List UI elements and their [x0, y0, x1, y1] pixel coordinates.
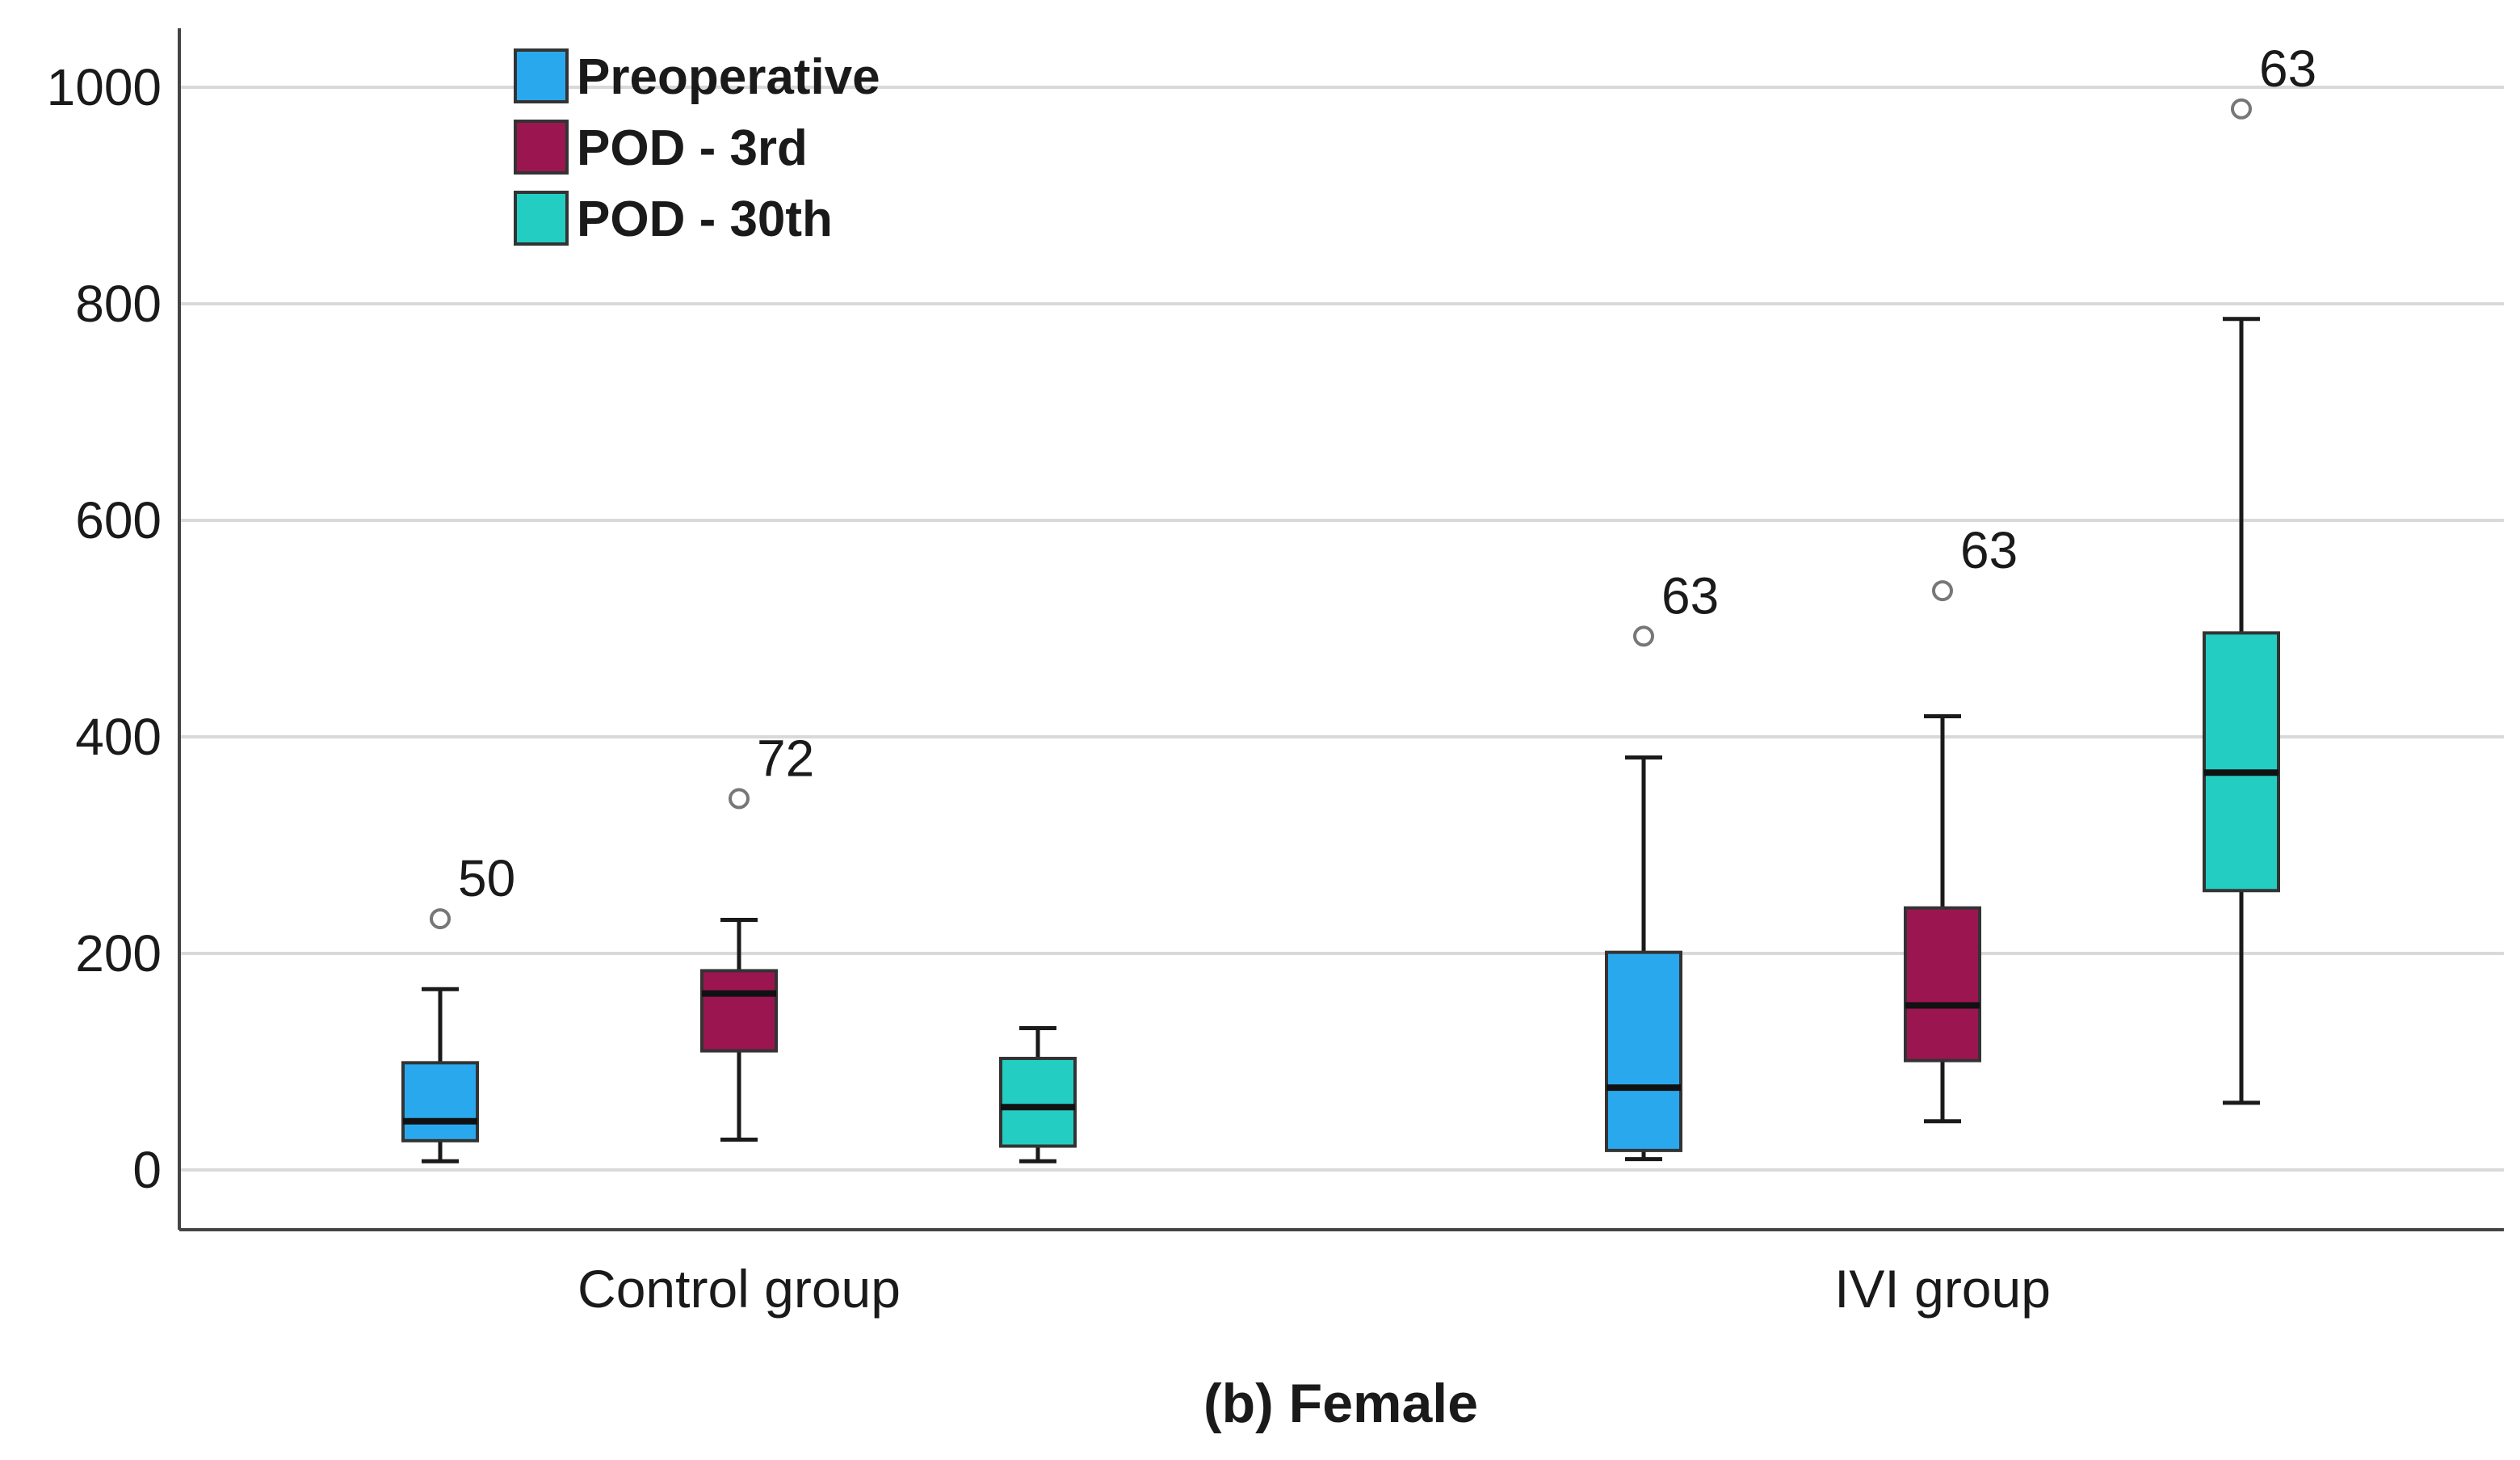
gridlines: [179, 86, 2504, 1172]
outlier-point: [1932, 580, 1953, 602]
legend: Preoperative POD - 3rd POD - 30th: [514, 48, 880, 247]
box-pod-3rd-ivi: 63: [1904, 521, 2018, 1124]
legend-label: POD - 3rd: [577, 120, 808, 176]
outlier-point: [430, 908, 451, 930]
box-pod-30th-control: [999, 1025, 1077, 1163]
outlier-label: 72: [757, 729, 814, 787]
y-tick-labels: 0 200 400 600 800 1000: [47, 58, 162, 1199]
box-iqr: [401, 1061, 479, 1142]
legend-label: POD - 30th: [577, 191, 833, 247]
box-preoperative-control: 50: [401, 849, 515, 1163]
legend-item: Preoperative: [514, 48, 880, 105]
outlier-point: [729, 788, 750, 810]
x-category-label: IVI group: [1834, 1259, 2051, 1319]
x-category-label: Control group: [578, 1259, 901, 1319]
y-tick-label: 400: [75, 708, 162, 766]
outlier-point: [1633, 625, 1654, 647]
outlier-point: [2231, 98, 2252, 120]
y-tick-label: 1000: [47, 58, 162, 116]
axes: [178, 28, 2504, 1231]
box-iqr: [1605, 950, 1682, 1152]
x-category-labels: Control group IVI group: [578, 1259, 2051, 1319]
y-tick-label: 600: [75, 491, 162, 549]
box-iqr: [1904, 906, 1981, 1062]
y-tick-label: 0: [132, 1141, 162, 1199]
legend-label: Preoperative: [577, 49, 880, 105]
outlier-label: 63: [1960, 521, 2018, 579]
box-pod-3rd-control: 72: [700, 729, 814, 1142]
outlier-label: 63: [2259, 40, 2316, 98]
box-pod-30th-ivi: 63: [2203, 40, 2316, 1105]
box-iqr: [700, 969, 778, 1053]
legend-swatch: [514, 191, 569, 246]
outlier-label: 50: [458, 849, 515, 907]
legend-item: POD - 30th: [514, 191, 833, 247]
box-iqr: [2203, 631, 2280, 893]
y-tick-label: 800: [75, 275, 162, 333]
legend-swatch: [514, 48, 569, 103]
chart-title: (b) Female: [1203, 1373, 1478, 1434]
box-preoperative-ivi: 63: [1605, 566, 1719, 1162]
y-tick-label: 200: [75, 924, 162, 982]
outlier-label: 63: [1661, 566, 1719, 625]
legend-item: POD - 3rd: [514, 120, 808, 176]
box-iqr: [999, 1056, 1077, 1148]
boxes: 50 63 72 63 63: [401, 40, 2316, 1163]
legend-swatch: [514, 120, 569, 175]
